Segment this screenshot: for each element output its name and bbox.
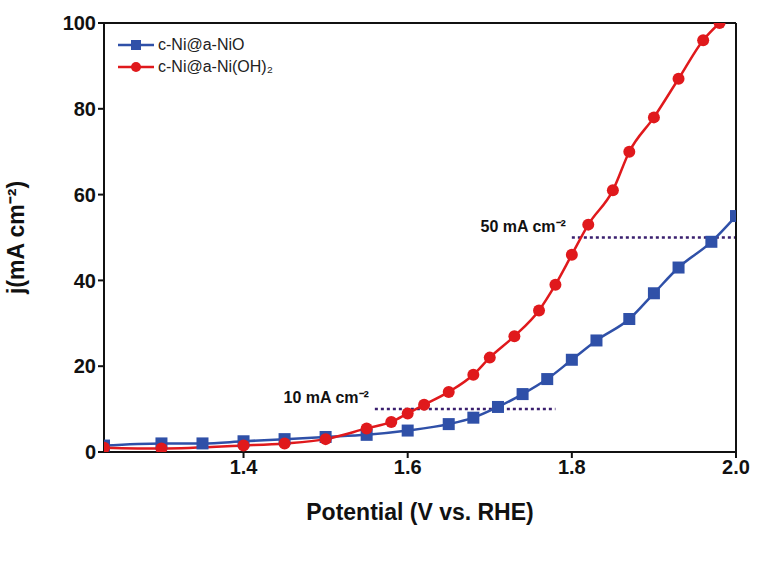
svg-text:1.4: 1.4 <box>230 456 259 478</box>
html-text:c-Ni@a-Ni(OH)₂: c-Ni@a-Ni(OH)₂ <box>158 58 273 75</box>
svg-text:20: 20 <box>74 355 96 377</box>
svg-text:80: 80 <box>74 98 96 120</box>
svg-text:0: 0 <box>85 441 96 463</box>
svg-text:Potential (V vs. RHE): Potential (V vs. RHE) <box>306 499 533 525</box>
svg-text:40: 40 <box>74 270 96 292</box>
html-text:c-Ni@a-NiO: c-Ni@a-NiO <box>158 36 245 53</box>
svg-text:1.8: 1.8 <box>558 456 586 478</box>
svg-text:100: 100 <box>63 12 96 34</box>
svg-text:60: 60 <box>74 184 96 206</box>
svg-text:j(mA cm⁻²): j(mA cm⁻²) <box>3 181 29 295</box>
svg-text:2.0: 2.0 <box>722 456 750 478</box>
svg-text:10 mA cm⁻²: 10 mA cm⁻² <box>284 389 369 406</box>
svg-text:1.6: 1.6 <box>394 456 422 478</box>
svg-text:50 mA cm⁻²: 50 mA cm⁻² <box>481 218 566 235</box>
